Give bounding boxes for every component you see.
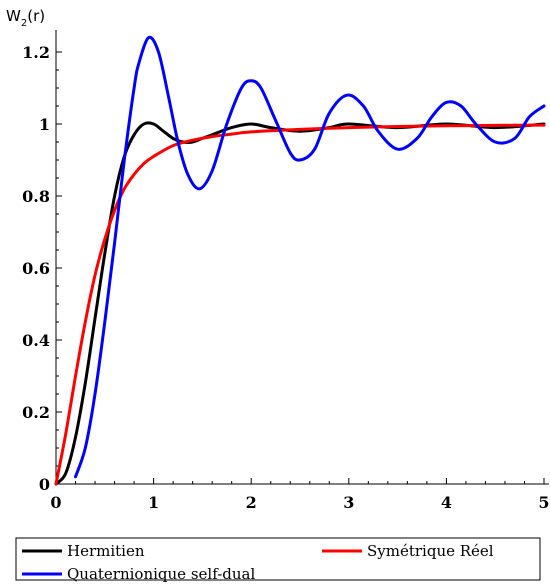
y-axis-label: W2(r)	[6, 7, 45, 29]
legend-box	[15, 537, 541, 581]
series-symetrique-reel	[54, 123, 546, 486]
x-tick-label: 1	[148, 493, 159, 512]
legend-label: Quaternionique self-dual	[67, 565, 255, 583]
x-tick-label: 3	[343, 493, 354, 512]
curves	[54, 35, 546, 486]
legend-label: Symétrique Réel	[367, 542, 494, 560]
y-tick-label: 0	[39, 475, 50, 494]
series-quaternionique-self-dual	[74, 35, 546, 479]
y-tick-label: 0.8	[22, 187, 50, 206]
y-tick-label: 0.2	[22, 403, 50, 422]
legend: Hermitien Symétrique Réel Quaternionique s…	[15, 537, 541, 583]
axes: 0 1 2 3 4 5 0 0.2 0.4 0.6 0.8 1 1.2	[22, 30, 550, 512]
series-hermitien	[54, 121, 546, 486]
x-tick-label: 5	[538, 493, 549, 512]
x-tick-label: 4	[441, 493, 452, 512]
x-tick-label: 0	[50, 493, 61, 512]
legend-label: Hermitien	[67, 542, 145, 560]
y-tick-label: 1	[39, 115, 50, 134]
y-tick-label: 0.4	[22, 331, 50, 350]
y-tick-label: 0.6	[22, 259, 50, 278]
y-tick-label: 1.2	[22, 43, 50, 62]
x-tick-label: 2	[246, 493, 257, 512]
